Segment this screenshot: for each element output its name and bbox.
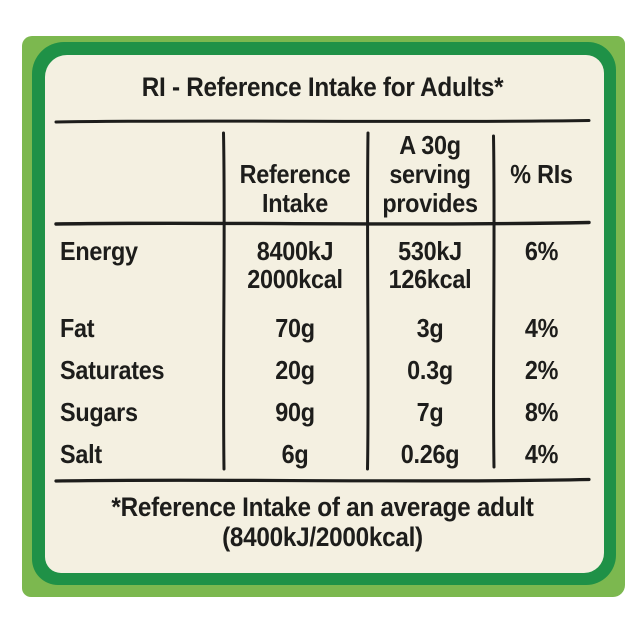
salt-percent-ri: 4% <box>524 439 559 469</box>
salt-reference-intake: 6g <box>281 439 309 469</box>
header-percent-ris: % RIs <box>510 159 573 189</box>
row-label-fat: Fat <box>60 313 95 343</box>
energy-serving-value: 530kJ 126kcal <box>376 237 484 293</box>
header-line: Intake <box>261 188 329 218</box>
header-rule-line <box>54 220 591 226</box>
footnote: *Reference Intake of an average adult (8… <box>82 492 564 552</box>
sugars-percent-ri: 8% <box>524 397 559 427</box>
header-serving-provides: A 30g serving provides <box>376 131 484 218</box>
saturates-serving-value: 0.3g <box>407 355 453 385</box>
column-separator-3 <box>492 134 496 469</box>
row-label-energy: Energy <box>60 236 138 266</box>
header-line: Reference <box>239 159 351 189</box>
fat-reference-intake: 70g <box>275 313 315 343</box>
value-line: 8400kJ <box>256 236 334 266</box>
saturates-percent-ri: 2% <box>524 355 559 385</box>
label-title: RI - Reference Intake for Adults* <box>141 72 504 102</box>
fat-serving-value: 3g <box>416 313 444 343</box>
column-separator-1 <box>222 131 226 471</box>
salt-serving-value: 0.26g <box>400 439 460 469</box>
header-line: provides <box>382 188 478 218</box>
label-cream-panel <box>45 55 604 573</box>
row-label-saturates: Saturates <box>60 355 165 385</box>
value-line: 126kcal <box>388 264 472 294</box>
footnote-line: *Reference Intake of an average adult <box>111 492 534 522</box>
footer-rule-line <box>54 477 591 483</box>
header-line: A 30g <box>399 130 461 160</box>
row-label-salt: Salt <box>60 439 102 469</box>
title-rule-line <box>54 119 591 124</box>
header-line: serving <box>389 159 471 189</box>
value-line: 2000kcal <box>247 264 343 294</box>
row-label-sugars: Sugars <box>60 397 138 427</box>
column-separator-2 <box>366 131 370 471</box>
energy-percent-ri: 6% <box>524 236 559 266</box>
sugars-reference-intake: 90g <box>275 397 315 427</box>
fat-percent-ri: 4% <box>524 313 559 343</box>
header-reference-intake: Reference Intake <box>233 160 357 218</box>
label-green-border <box>32 42 616 585</box>
footnote-line: (8400kJ/2000kcal) <box>222 522 423 552</box>
sugars-serving-value: 7g <box>416 397 444 427</box>
energy-reference-intake: 8400kJ 2000kcal <box>233 237 357 293</box>
saturates-reference-intake: 20g <box>275 355 315 385</box>
label-sticker-background <box>22 36 625 597</box>
value-line: 530kJ <box>398 236 462 266</box>
